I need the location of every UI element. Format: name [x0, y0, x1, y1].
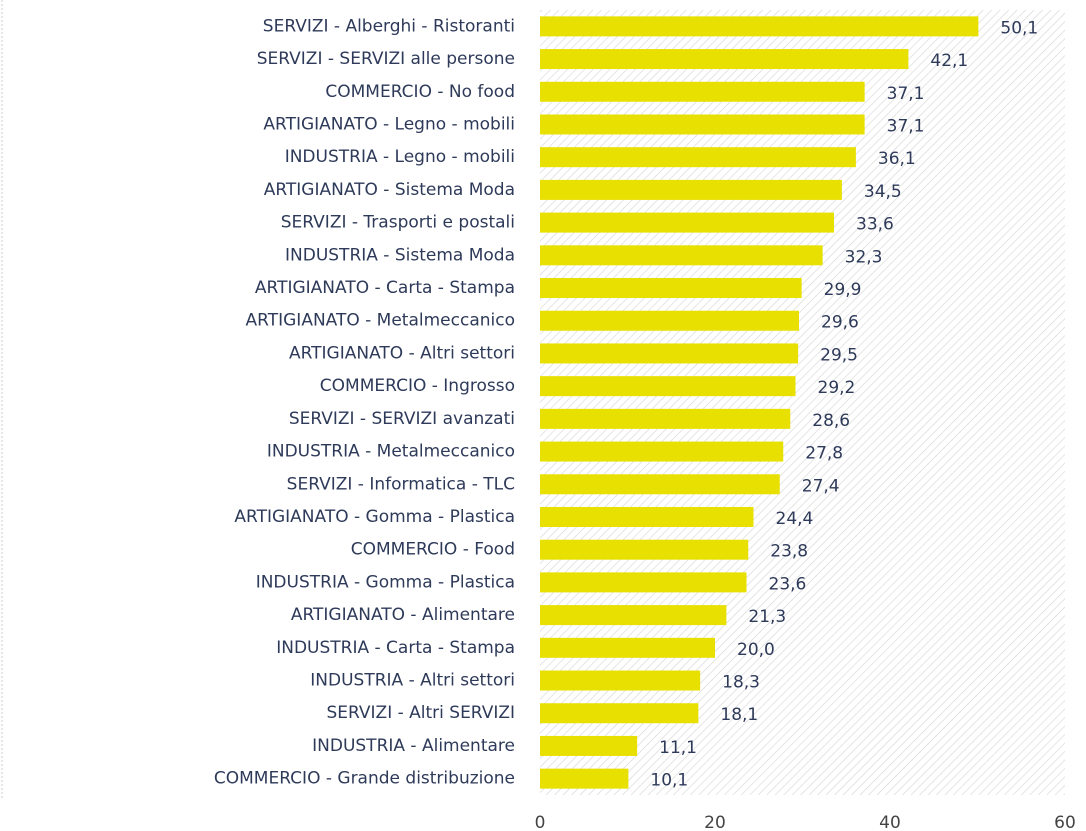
- data-label: 29,9: [824, 280, 862, 300]
- x-tick-label: 40: [879, 813, 901, 831]
- x-tick-label: 0: [535, 813, 546, 831]
- data-label: 10,1: [650, 771, 688, 791]
- y-tick-label: ARTIGIANATO - Metalmeccanico: [246, 311, 515, 331]
- data-label: 34,5: [864, 182, 902, 202]
- y-tick-label: SERVIZI - Informatica - TLC: [287, 474, 515, 494]
- y-tick-label: ARTIGIANATO - Gomma - Plastica: [234, 507, 515, 527]
- y-tick-label: SERVIZI - Alberghi - Ristoranti: [263, 16, 515, 36]
- bar: [540, 245, 823, 266]
- bar: [540, 49, 909, 70]
- data-label: 42,1: [930, 51, 968, 71]
- bar: [540, 637, 715, 658]
- bar: [540, 408, 791, 429]
- y-tick-label: ARTIGIANATO - Altri settori: [289, 343, 515, 363]
- bar: [540, 179, 842, 200]
- y-tick-label: COMMERCIO - Grande distribuzione: [214, 769, 515, 789]
- bar: [540, 670, 701, 691]
- bar: [540, 343, 799, 364]
- y-tick-label: INDUSTRIA - Gomma - Plastica: [256, 572, 515, 592]
- data-label: 37,1: [887, 84, 925, 104]
- y-tick-label: INDUSTRIA - Sistema Moda: [285, 245, 515, 265]
- y-tick-label: ARTIGIANATO - Carta - Stampa: [255, 278, 515, 298]
- x-tick-label: 60: [1054, 813, 1076, 831]
- data-label: 29,2: [818, 378, 856, 398]
- plot-area: [540, 10, 1065, 795]
- y-tick-label: ARTIGIANATO - Alimentare: [291, 605, 515, 625]
- data-label: 18,3: [722, 673, 760, 693]
- x-tick-label: 20: [704, 813, 726, 831]
- bar: [540, 310, 799, 331]
- y-tick-label: INDUSTRIA - Altri settori: [310, 671, 515, 691]
- bar: [540, 539, 749, 560]
- data-label: 24,4: [776, 509, 814, 529]
- y-tick-label: SERVIZI - SERVIZI alle persone: [257, 49, 515, 69]
- y-tick-label: SERVIZI - Altri SERVIZI: [326, 703, 515, 723]
- y-tick-label: COMMERCIO - Food: [351, 540, 515, 560]
- data-label: 32,3: [845, 247, 883, 267]
- data-label: 36,1: [878, 149, 916, 169]
- y-tick-label: COMMERCIO - Ingrosso: [320, 376, 515, 396]
- data-label: 20,0: [737, 640, 775, 660]
- bar: [540, 703, 699, 724]
- bar: [540, 278, 802, 299]
- y-tick-label: ARTIGIANATO - Sistema Moda: [264, 180, 515, 200]
- bar: [540, 81, 865, 102]
- data-label: 27,8: [805, 444, 843, 464]
- y-tick-label: INDUSTRIA - Alimentare: [312, 736, 515, 756]
- bar: [540, 147, 856, 168]
- data-label: 33,6: [856, 215, 894, 235]
- bar: [540, 441, 784, 462]
- y-tick-label: INDUSTRIA - Carta - Stampa: [276, 638, 515, 658]
- data-label: 21,3: [748, 607, 786, 627]
- y-tick-label: SERVIZI - SERVIZI avanzati: [289, 409, 515, 429]
- bar: [540, 506, 754, 527]
- y-tick-label: INDUSTRIA - Metalmeccanico: [267, 442, 515, 462]
- y-tick-label: ARTIGIANATO - Legno - mobili: [263, 114, 515, 134]
- bar: [540, 114, 865, 135]
- y-tick-label: COMMERCIO - No food: [325, 82, 515, 102]
- data-label: 27,4: [802, 476, 840, 496]
- data-label: 37,1: [887, 116, 925, 136]
- y-tick-label: SERVIZI - Trasporti e postali: [281, 213, 515, 233]
- bar: [540, 572, 747, 593]
- bar: [540, 735, 638, 756]
- bar: [540, 16, 979, 37]
- data-label: 11,1: [659, 738, 697, 758]
- data-label: 28,6: [812, 411, 850, 431]
- bar: [540, 605, 727, 626]
- data-label: 23,8: [770, 542, 808, 562]
- bar: [540, 768, 629, 789]
- data-label: 50,1: [1000, 18, 1038, 38]
- y-tick-label: INDUSTRIA - Legno - mobili: [285, 147, 515, 167]
- data-label: 29,5: [820, 345, 858, 365]
- data-label: 18,1: [720, 705, 758, 725]
- bar: [540, 376, 796, 397]
- data-label: 23,6: [769, 574, 807, 594]
- bar: [540, 212, 834, 233]
- bar: [540, 474, 780, 495]
- data-label: 29,6: [821, 313, 859, 333]
